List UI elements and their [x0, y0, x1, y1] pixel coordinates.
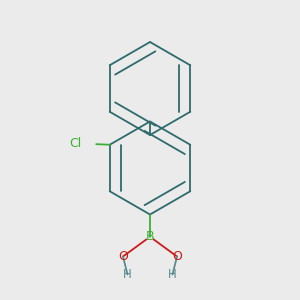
Text: O: O	[118, 250, 128, 263]
Text: H: H	[168, 268, 177, 281]
Text: B: B	[146, 230, 154, 244]
Text: O: O	[172, 250, 182, 263]
Text: H: H	[123, 268, 132, 281]
Text: Cl: Cl	[69, 137, 81, 150]
